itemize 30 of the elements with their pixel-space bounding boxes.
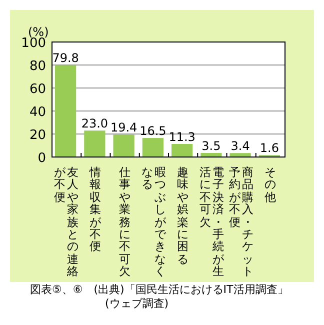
bar (113, 134, 134, 157)
data-label: 16.5 (140, 124, 166, 138)
category-label: 仕事や業務に不可欠 (118, 165, 131, 278)
data-label: 1.6 (260, 141, 279, 156)
text: 図表⑤、⑥ (出典)「国民生活におけるIT活用調査」 (30, 283, 288, 296)
category-label: 友人や家族との連絡が不便 (54, 165, 80, 278)
data-label: 79.8 (52, 51, 79, 66)
x-tick-label: 情報収集が不便 (90, 165, 102, 256)
y-tick-label: 40 (29, 105, 46, 120)
data-label: 11.3 (168, 130, 196, 144)
y-axis-title: (%) (28, 25, 49, 39)
y-tick-label: 80 (29, 59, 46, 74)
data-label: 19.4 (110, 120, 138, 135)
data-label: 3.4 (230, 139, 250, 154)
x-tick-label: その他 (264, 165, 276, 206)
y-tick-label: 60 (29, 82, 46, 97)
data-label: 23.0 (81, 116, 108, 131)
bar (55, 65, 76, 157)
category-label: 電子決済・手続が生活に不可欠 (200, 165, 225, 278)
category-label: 商品購入・チケット予約が不便 (228, 165, 254, 278)
category-label: 暇つぶしができなくなる (141, 165, 166, 278)
y-tick-label: 20 (29, 128, 46, 143)
x-tick-label: 趣味や娯楽に困る (177, 165, 190, 268)
y-tick-label: 0 (38, 151, 46, 166)
bar (172, 144, 193, 157)
y-tick-label: 100 (21, 36, 46, 51)
data-label: 3.5 (202, 138, 221, 153)
bar (84, 130, 106, 157)
bar (142, 138, 164, 157)
text: (ウェブ調査) (105, 297, 169, 310)
